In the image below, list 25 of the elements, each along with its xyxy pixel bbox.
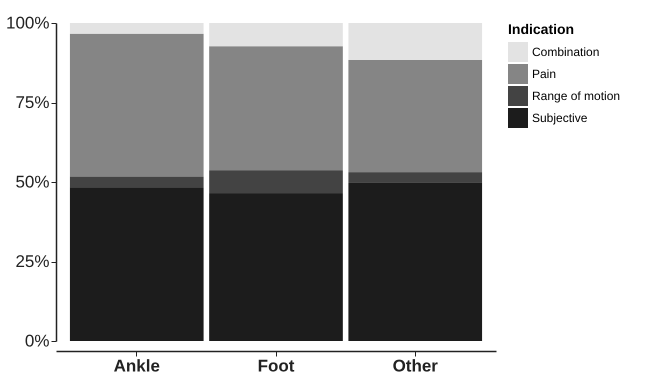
legend-label: Combination <box>532 45 600 59</box>
bar <box>348 60 482 172</box>
bar <box>209 193 343 341</box>
x-tick-label: Other <box>392 356 438 376</box>
bar <box>209 23 343 46</box>
y-tick-label: 75% <box>15 93 50 112</box>
y-tick-label: 0% <box>24 332 50 350</box>
legend-title: Indication <box>508 21 574 37</box>
legend-label: Range of motion <box>532 89 620 103</box>
bar <box>70 176 204 188</box>
y-tick-label: 100% <box>6 14 50 32</box>
legend-label: Subjective <box>532 111 588 125</box>
bar <box>209 170 343 194</box>
x-tick-label: Ankle <box>114 356 160 376</box>
legend-label: Pain <box>532 67 556 81</box>
y-tick-label: 25% <box>15 252 50 271</box>
x-tick-label: Foot <box>258 356 295 376</box>
bar <box>348 172 482 183</box>
bar <box>70 34 204 177</box>
bar <box>209 46 343 171</box>
bar <box>70 23 204 34</box>
bar <box>348 23 482 60</box>
bar <box>348 182 482 341</box>
y-tick-label: 50% <box>15 172 50 192</box>
bar <box>70 187 204 341</box>
